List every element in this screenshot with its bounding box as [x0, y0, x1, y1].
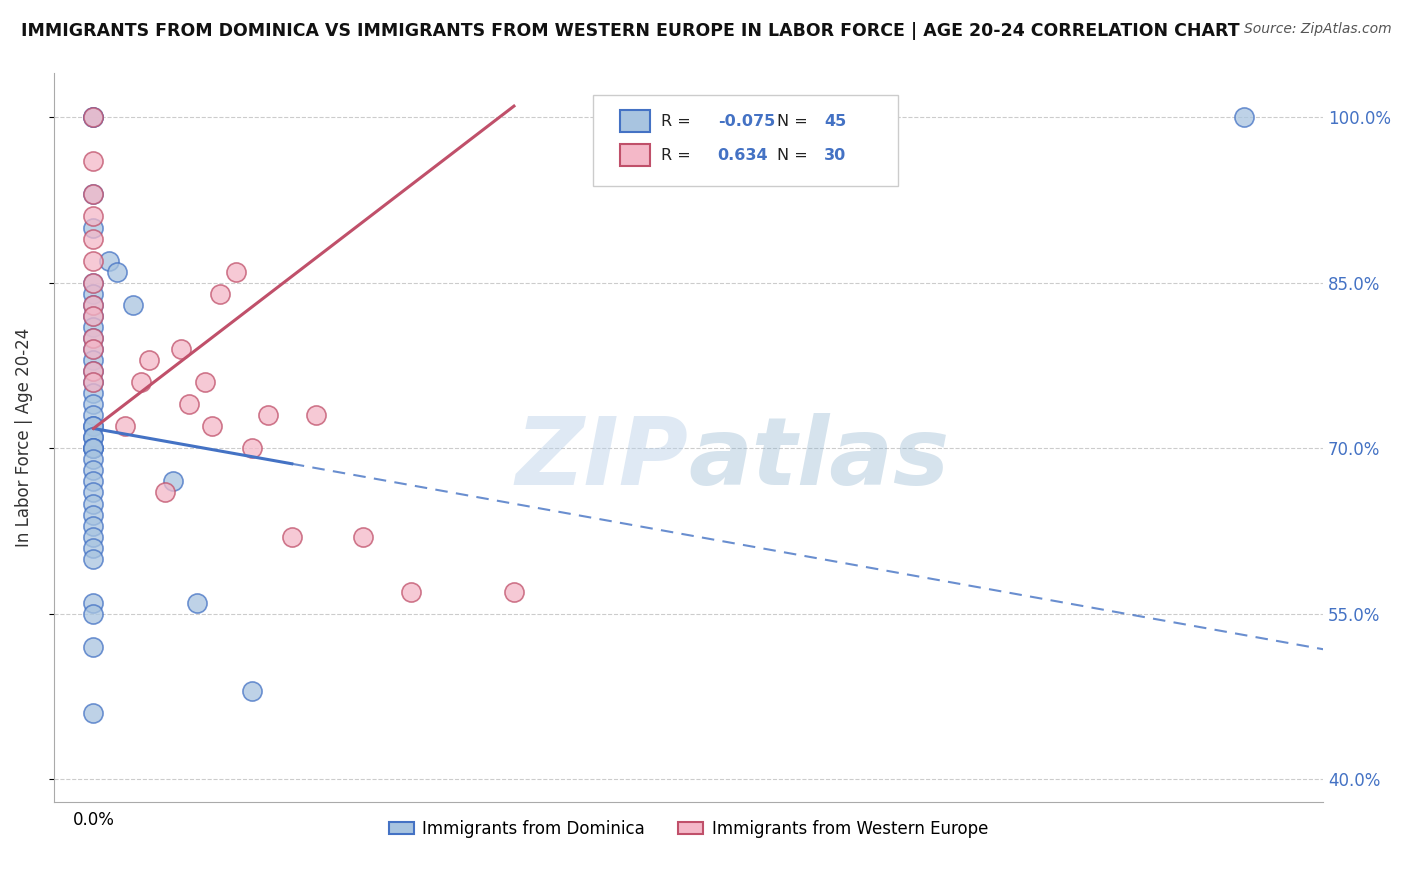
- Point: [83, 442, 105, 456]
- Point: [83, 110, 105, 124]
- Point: [83, 319, 105, 334]
- Point: [83, 496, 105, 510]
- Text: 45: 45: [824, 113, 846, 128]
- Point: [304, 408, 326, 422]
- Point: [83, 187, 105, 202]
- Point: [83, 442, 105, 456]
- Point: [1233, 110, 1256, 124]
- Text: N =: N =: [778, 148, 808, 163]
- Point: [83, 518, 105, 533]
- Point: [138, 353, 160, 368]
- FancyBboxPatch shape: [620, 145, 651, 166]
- Point: [83, 596, 105, 610]
- Point: [83, 331, 105, 345]
- Point: [83, 276, 105, 290]
- Point: [83, 397, 105, 411]
- Text: atlas: atlas: [689, 413, 949, 505]
- Point: [83, 309, 105, 323]
- Point: [83, 386, 105, 401]
- Point: [83, 419, 105, 434]
- Point: [83, 430, 105, 444]
- Point: [83, 485, 105, 500]
- Point: [83, 541, 105, 555]
- Point: [83, 253, 105, 268]
- Point: [193, 375, 215, 389]
- Point: [114, 419, 136, 434]
- Point: [83, 110, 105, 124]
- Point: [281, 530, 304, 544]
- Point: [177, 397, 200, 411]
- Point: [83, 442, 105, 456]
- Point: [352, 530, 374, 544]
- Text: R =: R =: [661, 113, 690, 128]
- Point: [83, 309, 105, 323]
- Point: [83, 375, 105, 389]
- Point: [122, 298, 145, 312]
- Point: [83, 210, 105, 224]
- Point: [129, 375, 152, 389]
- Text: N =: N =: [778, 113, 808, 128]
- Point: [170, 342, 193, 356]
- Point: [503, 584, 526, 599]
- Text: 30: 30: [824, 148, 846, 163]
- Point: [83, 364, 105, 378]
- Point: [83, 408, 105, 422]
- Point: [83, 154, 105, 169]
- Point: [83, 607, 105, 621]
- Text: IMMIGRANTS FROM DOMINICA VS IMMIGRANTS FROM WESTERN EUROPE IN LABOR FORCE | AGE : IMMIGRANTS FROM DOMINICA VS IMMIGRANTS F…: [21, 22, 1240, 40]
- Legend: Immigrants from Dominica, Immigrants from Western Europe: Immigrants from Dominica, Immigrants fro…: [382, 813, 994, 844]
- Point: [83, 187, 105, 202]
- Text: -0.075: -0.075: [717, 113, 775, 128]
- Text: ZIP: ZIP: [516, 413, 689, 505]
- Point: [83, 110, 105, 124]
- Point: [83, 353, 105, 368]
- Point: [83, 508, 105, 522]
- Point: [83, 551, 105, 566]
- Point: [240, 442, 263, 456]
- Point: [83, 463, 105, 477]
- Text: 0.634: 0.634: [717, 148, 768, 163]
- Point: [83, 298, 105, 312]
- Point: [162, 475, 184, 489]
- Point: [83, 298, 105, 312]
- Text: R =: R =: [661, 148, 690, 163]
- Point: [83, 331, 105, 345]
- Point: [83, 231, 105, 245]
- Point: [201, 419, 224, 434]
- Point: [83, 220, 105, 235]
- Point: [240, 684, 263, 698]
- Point: [83, 430, 105, 444]
- FancyBboxPatch shape: [620, 110, 651, 132]
- Point: [98, 253, 121, 268]
- Point: [83, 530, 105, 544]
- Point: [83, 286, 105, 301]
- Point: [83, 342, 105, 356]
- Point: [83, 375, 105, 389]
- Point: [105, 265, 128, 279]
- Point: [399, 584, 422, 599]
- Point: [83, 475, 105, 489]
- Y-axis label: In Labor Force | Age 20-24: In Labor Force | Age 20-24: [15, 327, 32, 547]
- Point: [209, 286, 232, 301]
- Point: [153, 485, 176, 500]
- Point: [83, 452, 105, 467]
- Point: [83, 276, 105, 290]
- Point: [225, 265, 247, 279]
- Point: [83, 640, 105, 654]
- Point: [186, 596, 208, 610]
- Point: [83, 342, 105, 356]
- Point: [83, 364, 105, 378]
- Point: [83, 419, 105, 434]
- Text: Source: ZipAtlas.com: Source: ZipAtlas.com: [1244, 22, 1392, 37]
- Point: [257, 408, 280, 422]
- Point: [83, 706, 105, 721]
- FancyBboxPatch shape: [593, 95, 898, 186]
